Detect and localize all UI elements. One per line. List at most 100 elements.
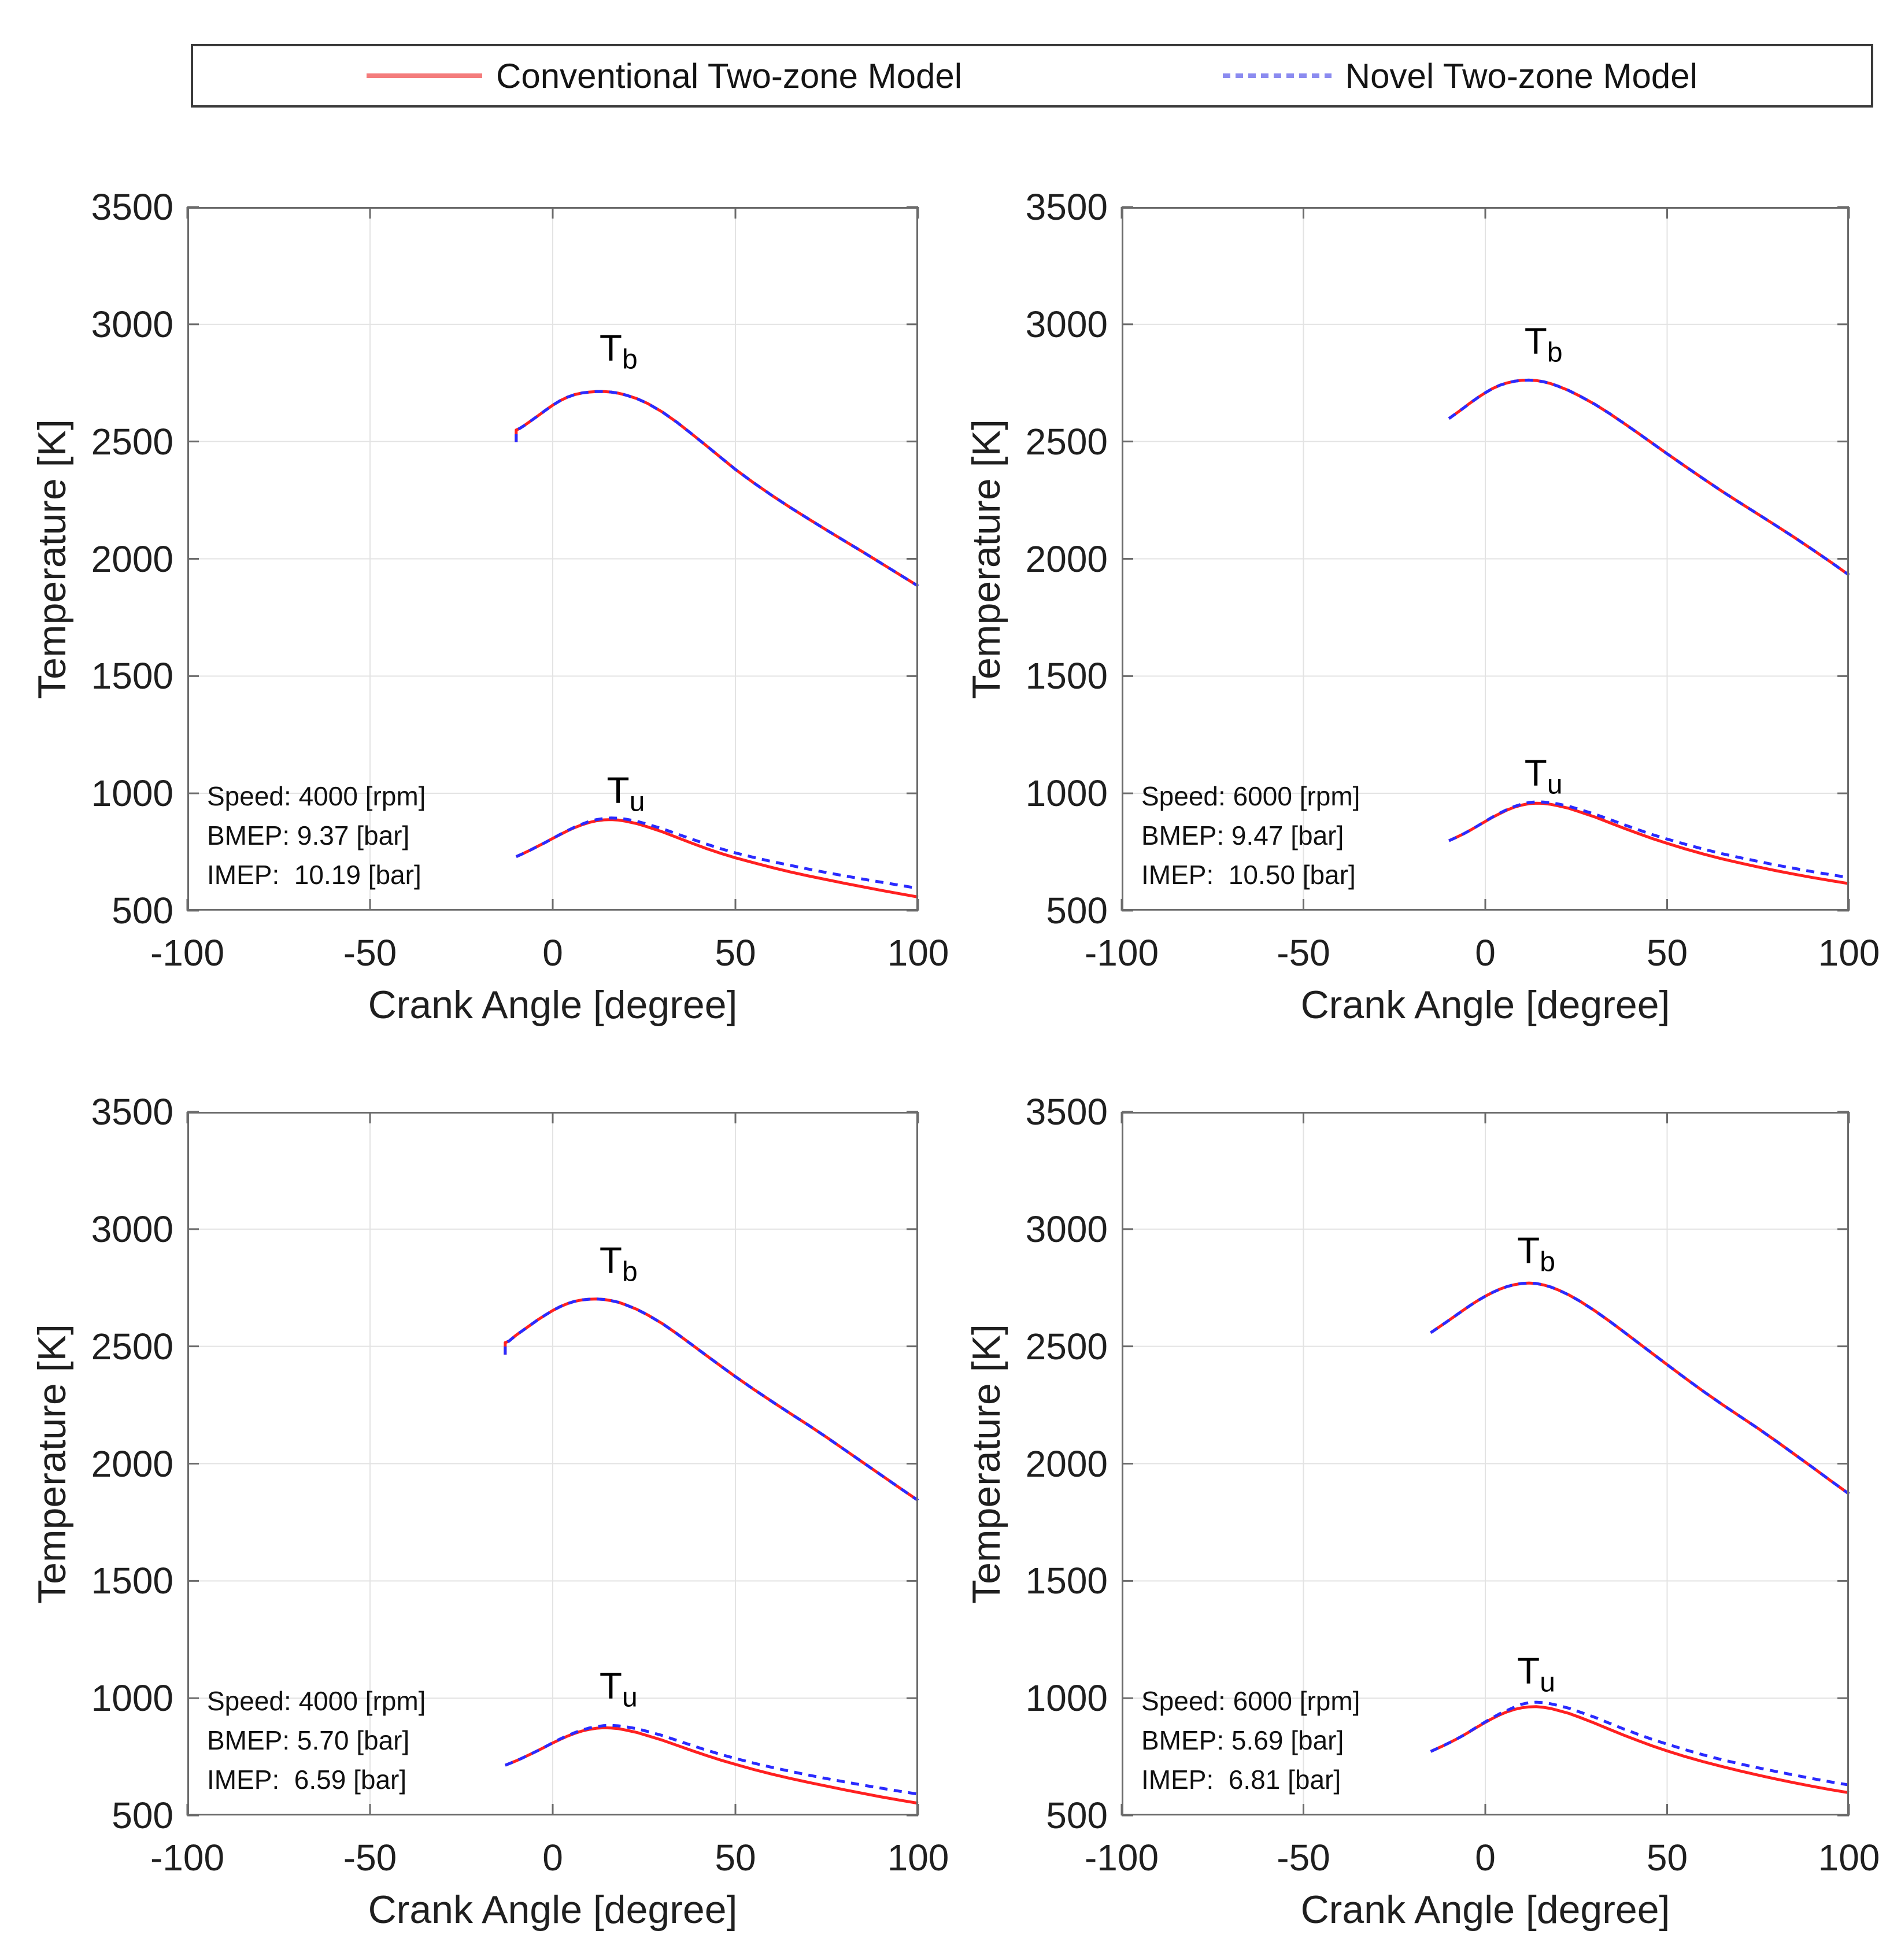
x-tick-label: -100 xyxy=(150,1837,225,1878)
y-tick-label: 500 xyxy=(1046,890,1108,931)
curve-label-tb: Tb xyxy=(1517,1229,1555,1278)
annotation-block: Speed: 4000 [rpm] BMEP: 9.37 [bar] IMEP: 1… xyxy=(207,776,426,894)
annotation-imep: IMEP: 6.81 [bar] xyxy=(1141,1765,1341,1795)
y-tick-label: 2500 xyxy=(1025,420,1108,463)
legend-label-conventional: Conventional Two-zone Model xyxy=(496,56,963,95)
curve-tu-conventional-two-zone-model xyxy=(515,818,919,898)
annotation-speed: Speed: 6000 [rpm] xyxy=(1141,1686,1360,1716)
x-tick-label: 50 xyxy=(715,932,756,974)
x-tick-label: 0 xyxy=(542,1837,563,1878)
x-tick-label: 50 xyxy=(1646,932,1688,974)
curve-label-tu: Tu xyxy=(606,769,645,818)
annotation-imep: IMEP: 10.19 [bar] xyxy=(207,860,421,890)
curve-label-subscript: u xyxy=(1547,769,1563,800)
y-tick-label: 1000 xyxy=(1025,1677,1108,1719)
curve-tu-novel-two-zone-model xyxy=(504,1724,919,1796)
legend-item-conventional: Conventional Two-zone Model xyxy=(367,56,962,96)
y-axis-title: Temperature [K] xyxy=(30,419,74,699)
curve-tu-novel-two-zone-model xyxy=(1430,1700,1850,1787)
curve-label-tu: Tu xyxy=(600,1665,638,1714)
curve-tu-novel-two-zone-model xyxy=(1448,800,1850,879)
curve-tu-novel-two-zone-model xyxy=(515,816,919,890)
x-tick-label: 100 xyxy=(1818,932,1880,974)
curve-label-subscript: u xyxy=(629,786,645,818)
curve-label-main: T xyxy=(599,1239,622,1281)
curve-tb-conventional-two-zone-model xyxy=(515,390,919,587)
curve-label-subscript: b xyxy=(622,344,638,375)
x-tick-label: -100 xyxy=(150,932,225,974)
y-tick-label: 3000 xyxy=(91,1208,173,1250)
x-tick-label: 0 xyxy=(1475,932,1496,974)
y-axis-title: Temperature [K] xyxy=(30,1323,74,1604)
x-tick-label: 100 xyxy=(887,932,949,974)
x-tick-label: -100 xyxy=(1084,932,1159,974)
y-axis-title: Temperature [K] xyxy=(964,419,1008,699)
y-tick-label: 1500 xyxy=(91,655,173,697)
y-tick-label: 2500 xyxy=(91,1325,173,1367)
subplot-top-right: 500 1000 1500 2000 2500 3000 3500 -100 -50 0 50 100… xyxy=(964,186,1880,1027)
curve-label-tb: Tb xyxy=(1525,320,1563,369)
y-tick-label: 1500 xyxy=(1025,1560,1108,1602)
curve-label-main: T xyxy=(599,327,622,369)
x-tick-label: -50 xyxy=(1277,932,1330,974)
curve-label-subscript: b xyxy=(1540,1247,1555,1278)
y-tick-label: 2500 xyxy=(1025,1325,1108,1367)
y-tick-label: 1000 xyxy=(91,772,173,815)
y-tick-label: 3500 xyxy=(91,1091,173,1133)
curve-label-main: T xyxy=(606,769,630,811)
annotation-block: Speed: 6000 [rpm] BMEP: 5.69 [bar] IMEP: 6… xyxy=(1141,1681,1360,1799)
y-tick-label: 3000 xyxy=(1025,1208,1108,1250)
y-tick-label: 3500 xyxy=(1025,186,1108,228)
annotation-bmep: BMEP: 9.37 [bar] xyxy=(207,820,410,850)
legend-box: Conventional Two-zone Model Novel Two-zo… xyxy=(191,44,1873,108)
y-tick-label: 500 xyxy=(112,1795,173,1836)
curve-tb-novel-two-zone-model xyxy=(1448,378,1850,576)
curve-label-subscript: u xyxy=(622,1682,638,1713)
y-tick-label: 2500 xyxy=(91,420,173,463)
y-tick-label: 1000 xyxy=(91,1677,173,1719)
annotation-speed: Speed: 4000 [rpm] xyxy=(207,1686,426,1716)
y-tick-label: 2000 xyxy=(91,1443,173,1485)
curve-label-main: T xyxy=(599,1665,622,1707)
x-axis-title: Crank Angle [degree] xyxy=(1300,1888,1670,1932)
legend-solid-line-icon xyxy=(367,73,482,78)
annotation-bmep: BMEP: 5.69 [bar] xyxy=(1141,1725,1344,1755)
axes-canvas xyxy=(186,1111,919,1817)
x-tick-label: 50 xyxy=(1646,1837,1688,1878)
curve-tb-conventional-two-zone-model xyxy=(504,1297,919,1502)
curve-label-tu: Tu xyxy=(1525,751,1563,800)
y-tick-label: 3000 xyxy=(91,303,173,345)
y-tick-label: 2000 xyxy=(91,538,173,580)
annotation-speed: Speed: 6000 [rpm] xyxy=(1141,781,1360,811)
x-tick-label: 100 xyxy=(887,1837,949,1878)
annotation-block: Speed: 4000 [rpm] BMEP: 5.70 [bar] IMEP: 6… xyxy=(207,1681,426,1799)
annotation-imep: IMEP: 10.50 [bar] xyxy=(1141,860,1356,890)
axes-canvas xyxy=(1120,1111,1850,1817)
y-tick-label: 500 xyxy=(112,890,173,931)
curve-tb-novel-two-zone-model xyxy=(515,390,919,587)
y-tick-label: 1500 xyxy=(91,1560,173,1602)
y-tick-label: 1000 xyxy=(1025,772,1108,815)
curve-tb-conventional-two-zone-model xyxy=(1448,378,1850,576)
legend-dashed-line-icon xyxy=(1222,73,1332,78)
x-tick-label: -100 xyxy=(1084,1837,1159,1878)
y-tick-label: 1500 xyxy=(1025,655,1108,697)
legend-label-novel: Novel Two-zone Model xyxy=(1345,56,1697,95)
x-tick-label: 0 xyxy=(542,932,563,974)
curve-label-main: T xyxy=(1524,752,1547,794)
subplot-bottom-right: 500 1000 1500 2000 2500 3000 3500 -100 -50 0 50 100… xyxy=(964,1091,1880,1932)
annotation-imep: IMEP: 6.59 [bar] xyxy=(207,1765,407,1795)
x-tick-label: 100 xyxy=(1818,1837,1880,1878)
x-axis-title: Crank Angle [degree] xyxy=(368,983,738,1027)
y-tick-label: 3000 xyxy=(1025,303,1108,345)
x-axis-title: Crank Angle [degree] xyxy=(1300,983,1670,1027)
annotation-bmep: BMEP: 5.70 [bar] xyxy=(207,1725,410,1755)
curve-tu-conventional-two-zone-model xyxy=(504,1726,919,1805)
x-axis-title: Crank Angle [degree] xyxy=(368,1888,738,1932)
annotation-bmep: BMEP: 9.47 [bar] xyxy=(1141,820,1344,850)
curve-label-main: T xyxy=(1517,1230,1540,1272)
curve-label-subscript: b xyxy=(622,1256,638,1288)
curve-label-subscript: u xyxy=(1540,1666,1555,1698)
curve-label-tu: Tu xyxy=(1517,1649,1555,1698)
